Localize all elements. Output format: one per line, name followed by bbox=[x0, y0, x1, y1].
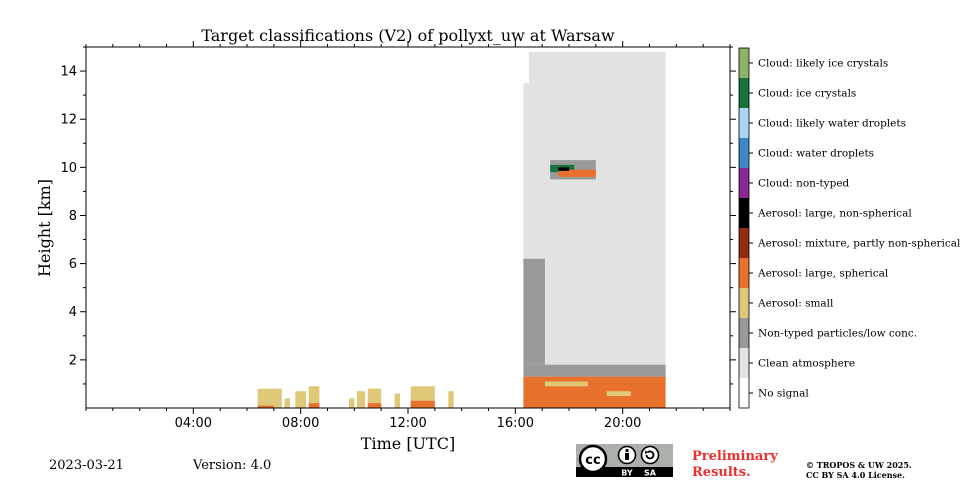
axis-ticks: 04:00 08:00 12:00 16:00 20:00 2 4 6 8 10 12 14 bbox=[60, 41, 736, 431]
region-non-typed-particles-low-conc-3 bbox=[523, 258, 545, 365]
legend-swatch-non-typed-particles-low-conc bbox=[739, 318, 749, 348]
legend-swatch-cloud-likely-water-droplets bbox=[739, 108, 749, 138]
preliminary-line-2: Results. bbox=[692, 465, 751, 480]
legend-label-cloud-ice-crystals: Cloud: ice crystals bbox=[758, 88, 856, 100]
region-aerosol-large-spherical-12 bbox=[257, 405, 274, 408]
y-tick-label-6: 6 bbox=[69, 257, 77, 272]
region-aerosol-small-19 bbox=[367, 388, 382, 408]
x-tick-label-0800: 08:00 bbox=[282, 416, 319, 431]
region-aerosol-small-17 bbox=[349, 398, 355, 408]
x-axis-label: Time [UTC] bbox=[361, 434, 455, 453]
region-aerosol-small-5 bbox=[544, 381, 588, 387]
region-aerosol-large-non-spherical-10 bbox=[558, 167, 569, 171]
preliminary-line-1: Preliminary bbox=[692, 449, 778, 464]
region-aerosol-small-18 bbox=[357, 391, 366, 408]
chart-title: Target classifications (V2) of pollyxt_u… bbox=[201, 26, 615, 45]
region-aerosol-large-spherical-9 bbox=[558, 169, 596, 177]
region-clean-atmosphere-1 bbox=[528, 51, 666, 84]
class-colorbar-legend: No signal Clean atmosphere Non-typed parti… bbox=[738, 47, 960, 409]
region-aerosol-small-14 bbox=[295, 391, 306, 408]
y-tick-label-12: 12 bbox=[60, 113, 77, 128]
badge-sa-label: SA bbox=[644, 469, 657, 478]
legend-label-no-signal: No signal bbox=[758, 388, 809, 400]
badge-by-label: BY bbox=[621, 469, 633, 478]
region-non-typed-particles-low-conc-2 bbox=[523, 364, 666, 377]
region-aerosol-small-6 bbox=[606, 391, 631, 396]
legend-swatch-cloud-non-typed bbox=[739, 168, 749, 198]
cc-by-sa-license-badge: cc BY SA bbox=[576, 444, 673, 477]
y-tick-label-10: 10 bbox=[60, 161, 77, 176]
legend-swatch-aerosol-large-non-spherical bbox=[739, 198, 749, 228]
copyright-line-1: © TROPOS & UW 2025. bbox=[806, 460, 912, 470]
region-aerosol-small-15 bbox=[308, 386, 320, 408]
region-aerosol-small-24 bbox=[448, 391, 454, 408]
preliminary-results-note: Preliminary Results. bbox=[692, 449, 778, 481]
y-tick-label-4: 4 bbox=[69, 305, 77, 320]
x-tick-label-1600: 16:00 bbox=[497, 416, 534, 431]
region-aerosol-large-spherical-20 bbox=[367, 403, 382, 408]
legend-swatch-cloud-ice-crystals bbox=[739, 78, 749, 108]
legend-swatch-cloud-likely-ice-crystals bbox=[739, 48, 749, 78]
legend-swatch-aerosol-small bbox=[739, 288, 749, 318]
y-tick-label-14: 14 bbox=[60, 65, 77, 80]
y-tick-label-8: 8 bbox=[69, 209, 77, 224]
legend-label-cloud-non-typed: Cloud: non-typed bbox=[758, 178, 850, 190]
version-label: Version: 4.0 bbox=[193, 458, 272, 473]
x-tick-label-2000: 20:00 bbox=[604, 416, 641, 431]
legend-swatch-aerosol-large-spherical bbox=[739, 258, 749, 288]
region-aerosol-large-spherical-4 bbox=[523, 376, 666, 408]
x-tick-label-1200: 12:00 bbox=[389, 416, 426, 431]
legend-swatch-no-signal bbox=[739, 378, 749, 408]
share-alike-icon bbox=[640, 445, 660, 465]
legend-label-aerosol-large-non-spherical: Aerosol: large, non-spherical bbox=[757, 208, 912, 220]
legend-label-clean-atmosphere: Clean atmosphere bbox=[758, 358, 855, 370]
legend-swatch-aerosol-mixture-partly-non-spherical bbox=[739, 228, 749, 258]
legend-label-aerosol-small: Aerosol: small bbox=[757, 298, 834, 310]
y-axis-label: Height [km] bbox=[35, 179, 54, 277]
legend-swatch-clean-atmosphere bbox=[739, 348, 749, 378]
legend-label-cloud-water-droplets: Cloud: water droplets bbox=[758, 148, 874, 160]
region-aerosol-small-11 bbox=[257, 388, 282, 408]
attribution-person-icon bbox=[617, 445, 637, 465]
cc-logo-icon: cc bbox=[578, 444, 608, 474]
copyright-line-2: CC BY SA 4.0 License. bbox=[806, 470, 905, 480]
plot-area bbox=[257, 51, 666, 408]
legend-label-cloud-likely-water-droplets: Cloud: likely water droplets bbox=[758, 118, 906, 130]
y-tick-label-2: 2 bbox=[69, 353, 77, 368]
legend-colorbar-frame bbox=[738, 47, 750, 409]
legend-swatch-cloud-water-droplets bbox=[739, 138, 749, 168]
x-tick-label-0400: 04:00 bbox=[175, 416, 212, 431]
region-aerosol-small-21 bbox=[394, 393, 400, 408]
date-label: 2023-03-21 bbox=[49, 458, 124, 473]
copyright-note: © TROPOS & UW 2025. CC BY SA 4.0 License… bbox=[806, 460, 912, 480]
legend-label-aerosol-large-spherical: Aerosol: large, spherical bbox=[757, 268, 889, 280]
svg-text:cc: cc bbox=[585, 453, 600, 468]
legend-label-cloud-likely-ice-crystals: Cloud: likely ice crystals bbox=[758, 58, 888, 70]
legend-label-aerosol-mixture-partly-non-spherical: Aerosol: mixture, partly non-spherical bbox=[757, 238, 960, 250]
region-aerosol-large-spherical-16 bbox=[308, 403, 320, 408]
region-aerosol-small-13 bbox=[284, 398, 290, 408]
region-aerosol-large-spherical-23 bbox=[410, 400, 435, 408]
region-clean-atmosphere-0 bbox=[523, 83, 666, 380]
legend-label-non-typed-particles-low-conc: Non-typed particles/low conc. bbox=[758, 328, 917, 340]
